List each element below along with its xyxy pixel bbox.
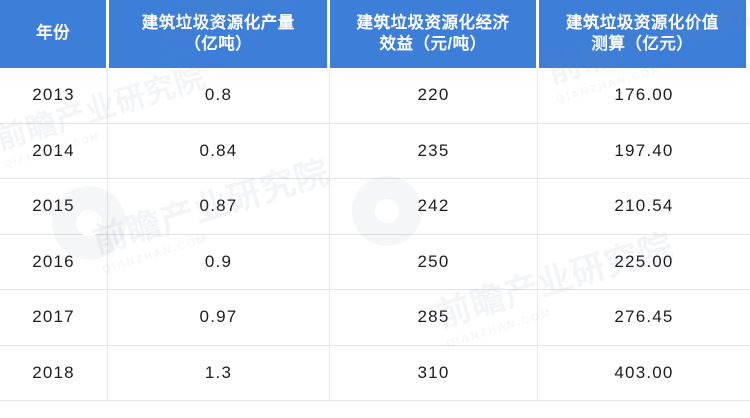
cell-value: 225.00	[614, 251, 674, 271]
cell-value: 197.40	[614, 140, 674, 160]
column-header-output-line2: （亿吨）	[184, 35, 253, 53]
column-header-benefit-line1: 建筑垃圾资源化经济	[356, 13, 510, 32]
table-header-row: 年份 建筑垃圾资源化产量 （亿吨） 建筑垃圾资源化经济 效益（元/吨） 建筑垃圾…	[0, 0, 746, 68]
cell-output: 0.9	[108, 234, 330, 289]
column-header-benefit: 建筑垃圾资源化经济 效益（元/吨）	[330, 0, 536, 68]
cell-year: 2013	[0, 68, 108, 123]
cell-year: 2018	[0, 345, 108, 400]
cell-output: 0.8	[108, 68, 330, 123]
cell-benefit: 285	[330, 290, 538, 345]
table-row: 2018 1.3 310 403.00	[0, 345, 750, 401]
cell-value: 210.54	[614, 196, 674, 216]
column-header-value-line1: 建筑垃圾资源化价值	[565, 13, 719, 32]
column-header-value: 建筑垃圾资源化价值 测算（亿元）	[538, 0, 746, 68]
table-body: 2013 0.8 220 176.00 2014 0.84 235 197.40…	[0, 68, 750, 401]
column-header-benefit-line2: 效益（元/吨）	[379, 35, 487, 53]
column-header-output-line1: 建筑垃圾资源化产量	[141, 13, 295, 32]
cell-output: 0.87	[108, 179, 330, 234]
cell-benefit: 310	[330, 345, 538, 400]
cell-benefit: 242	[330, 179, 538, 234]
cell-value: 176.00	[614, 85, 674, 105]
table-row: 2013 0.8 220 176.00	[0, 68, 750, 124]
cell-benefit: 220	[330, 68, 538, 123]
cell-output: 0.97	[108, 290, 330, 345]
cell-benefit: 235	[330, 123, 538, 178]
cell-benefit: 250	[330, 234, 538, 289]
cell-value: 276.45	[614, 307, 674, 327]
column-header-year-line1: 年份	[36, 24, 71, 43]
column-header-year: 年份	[0, 0, 107, 68]
table-row: 2016 0.9 250 225.00	[0, 234, 750, 290]
column-header-output: 建筑垃圾资源化产量 （亿吨）	[109, 0, 328, 68]
cell-value: 403.00	[614, 362, 674, 382]
table-row: 2015 0.87 242 210.54	[0, 179, 750, 235]
column-header-value-line2: 测算（亿元）	[591, 35, 694, 53]
cell-year: 2015	[0, 179, 108, 234]
cell-year: 2016	[0, 234, 108, 289]
table-row: 2017 0.97 285 276.45	[0, 290, 750, 346]
table-row: 2014 0.84 235 197.40	[0, 123, 750, 179]
cell-output: 0.84	[108, 123, 330, 178]
cell-output: 1.3	[108, 345, 330, 400]
cell-year: 2017	[0, 290, 108, 345]
cell-year: 2014	[0, 123, 108, 178]
